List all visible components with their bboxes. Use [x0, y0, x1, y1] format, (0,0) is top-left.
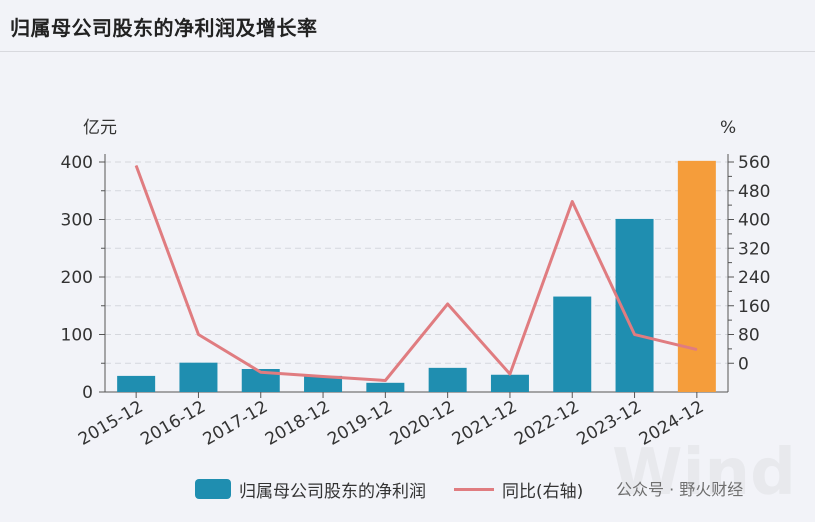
watermark-text: 公众号 · 野火财经: [616, 480, 744, 499]
left-tick-label: 0: [82, 383, 93, 403]
yoy-point: [509, 373, 511, 375]
right-tick-label: 160: [738, 297, 770, 317]
left-tick-label: 100: [61, 326, 93, 346]
chart-title: 归属母公司股东的净利润及增长率: [10, 16, 318, 40]
legend: 归属母公司股东的净利润 同比(右轴): [195, 476, 583, 502]
bar: [304, 375, 343, 392]
chart-canvas: 0 100 200 300 400 0 80 160 240 320 400 480 560 亿元 % 201…: [61, 118, 771, 450]
bar: [179, 362, 218, 392]
right-tick-label: 80: [738, 326, 760, 346]
x-tick-label: 2019-12: [324, 397, 396, 450]
x-tick-label: 2015-12: [75, 397, 147, 450]
wind-logo-watermark: Wind: [612, 436, 796, 510]
right-tick-label: 320: [738, 239, 770, 259]
x-tick-label: 2023-12: [574, 397, 646, 450]
right-tick-label: 560: [738, 153, 770, 173]
bar: [241, 369, 280, 392]
x-tick-label: 2024-12: [636, 397, 708, 450]
yoy-point: [571, 201, 573, 203]
yoy-point: [197, 334, 199, 335]
bar: [366, 382, 405, 392]
x-tick-label: 2020-12: [387, 397, 459, 450]
right-tick-label: 0: [738, 354, 749, 374]
yoy-line: [134, 165, 698, 382]
bar: [677, 160, 716, 392]
x-tick-label: 2018-12: [262, 397, 334, 450]
bar: [490, 374, 529, 392]
left-tick-label: 200: [61, 268, 93, 288]
right-tick-label: 240: [738, 268, 770, 288]
right-tick-label: 400: [738, 211, 770, 231]
yoy-point: [447, 303, 449, 305]
legend-label-net-profit: 归属母公司股东的净利润: [239, 481, 426, 502]
x-tick-label: 2017-12: [200, 397, 272, 450]
x-tick-label: 2016-12: [137, 397, 209, 450]
bar: [428, 367, 467, 392]
bar: [553, 296, 592, 392]
yoy-point: [634, 334, 636, 335]
yoy-point: [322, 376, 324, 378]
yoy-point: [384, 380, 386, 381]
left-tick-label: 400: [61, 153, 93, 173]
x-tick-label: 2021-12: [449, 397, 521, 450]
left-tick-label: 300: [61, 211, 93, 231]
left-axis-unit: 亿元: [83, 118, 117, 138]
x-tick-label: 2022-12: [511, 397, 583, 450]
legend-label-yoy: 同比(右轴): [502, 481, 584, 502]
title-bar: 归属母公司股东的净利润及增长率: [0, 0, 815, 52]
right-axis-unit: %: [720, 118, 736, 138]
right-tick-label: 480: [738, 182, 770, 202]
legend-bar-swatch: [195, 479, 231, 499]
yoy-point: [696, 349, 698, 351]
yoy-point: [135, 165, 137, 167]
legend-line-swatch: [454, 487, 494, 491]
bar: [117, 375, 156, 392]
yoy-point: [260, 371, 262, 373]
